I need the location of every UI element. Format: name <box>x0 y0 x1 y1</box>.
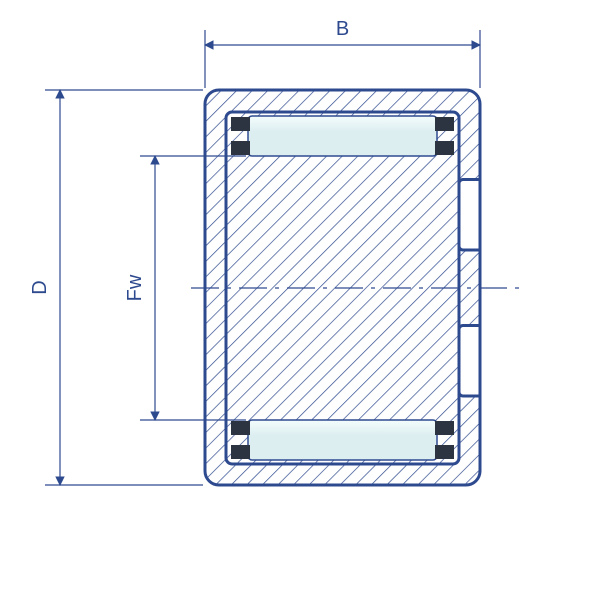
cage-corner <box>231 445 250 459</box>
bearing-diagram: B D Fw <box>0 0 600 600</box>
label-fw: Fw <box>124 274 146 301</box>
cage-corner <box>231 117 250 131</box>
roller-bottom <box>248 420 437 460</box>
label-d: D <box>29 280 51 294</box>
cage-corner <box>435 445 454 459</box>
cage-corner <box>435 141 454 155</box>
cage-corner <box>231 421 250 435</box>
cage-corner <box>231 141 250 155</box>
roller-top <box>248 116 437 156</box>
cage-corner <box>435 117 454 131</box>
cage-corner <box>435 421 454 435</box>
label-b: B <box>336 18 349 40</box>
